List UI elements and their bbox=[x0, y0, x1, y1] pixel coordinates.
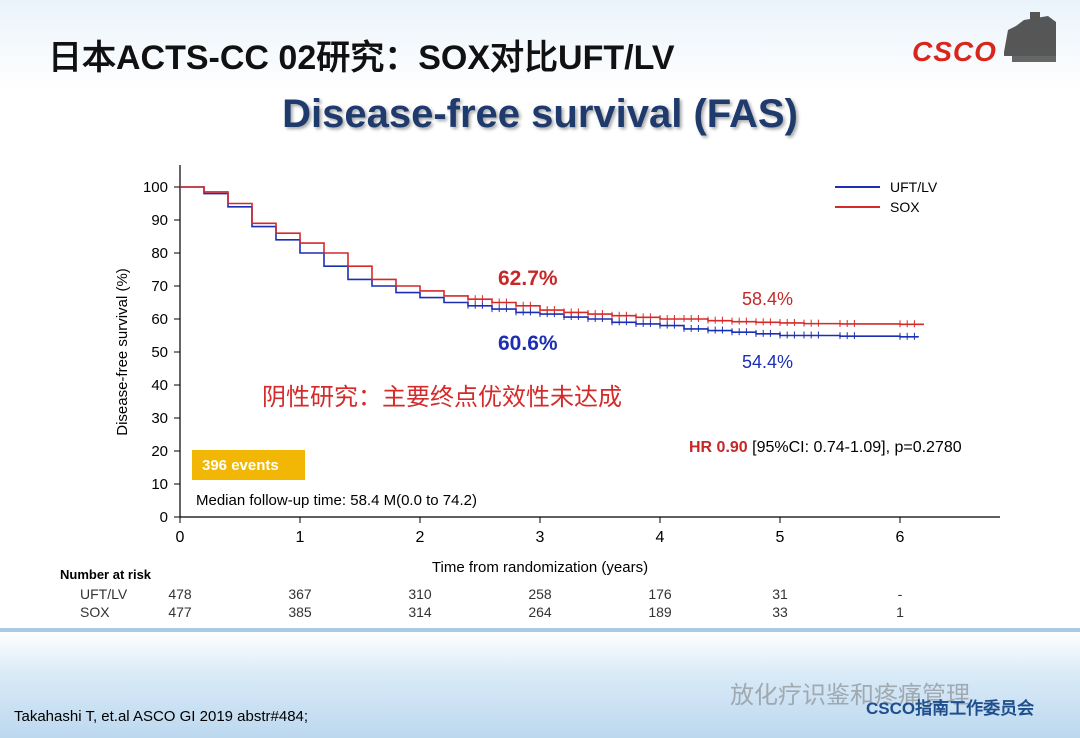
y-tick-label: 20 bbox=[151, 443, 168, 460]
annotation-hr-value: HR 0.90 bbox=[689, 439, 748, 456]
y-tick-label: 70 bbox=[151, 278, 168, 295]
y-tick-label: 40 bbox=[151, 377, 168, 394]
risk-cell: 477 bbox=[168, 604, 192, 620]
risk-cell: 1 bbox=[896, 604, 904, 620]
x-tick-label: 2 bbox=[416, 529, 425, 546]
chart-title: Disease-free survival (FAS) bbox=[282, 92, 798, 136]
y-tick-label: 10 bbox=[151, 476, 168, 493]
risk-cell: - bbox=[897, 586, 903, 602]
y-tick-label: 90 bbox=[151, 212, 168, 229]
x-tick-label: 4 bbox=[656, 529, 665, 546]
legend-label: SOX bbox=[890, 199, 920, 215]
risk-cell: 314 bbox=[408, 604, 432, 620]
annotation-median-followup: Median follow-up time: 58.4 M(0.0 to 74.… bbox=[196, 492, 477, 509]
x-tick-label: 6 bbox=[896, 529, 905, 546]
watermark-text: 放化疗识鉴和疼痛管理 bbox=[730, 682, 970, 709]
risk-cell: 264 bbox=[528, 604, 552, 620]
y-tick-label: 80 bbox=[151, 245, 168, 262]
risk-cell: 367 bbox=[288, 586, 312, 602]
risk-cell: 478 bbox=[168, 586, 192, 602]
y-tick-label: 60 bbox=[151, 311, 168, 328]
footer-background bbox=[0, 632, 1080, 738]
risk-cell: 31 bbox=[772, 586, 788, 602]
axes: 0 10 20 30 40 50 60 70 80 90 100 0 1 2 3 4 5 6 Time from r… bbox=[114, 165, 1000, 576]
risk-cell: 258 bbox=[528, 586, 552, 602]
annotation-hr-detail: [95%CI: 0.74-1.09], p=0.2780 bbox=[748, 439, 962, 456]
y-tick-label: 0 bbox=[160, 509, 168, 526]
y-tick-label: 30 bbox=[151, 410, 168, 427]
reference-text: Takahashi T, et.al ASCO GI 2019 abstr#48… bbox=[14, 708, 309, 725]
annotation-sox-5y: 58.4% bbox=[742, 289, 793, 309]
logo-text: CSCO bbox=[912, 36, 997, 67]
series-line-sox bbox=[180, 186, 924, 326]
x-axis-label: Time from randomization (years) bbox=[432, 559, 648, 576]
csco-logo: CSCO bbox=[912, 12, 1062, 72]
x-tick-label: 5 bbox=[776, 529, 785, 546]
y-tick-label: 100 bbox=[143, 179, 168, 196]
x-tick-label: 1 bbox=[296, 529, 305, 546]
risk-cell: 176 bbox=[648, 586, 672, 602]
annotation-uft-3y: 60.6% bbox=[498, 332, 558, 355]
y-axis-label: Disease-free survival (%) bbox=[114, 268, 131, 436]
footer-divider bbox=[0, 628, 1080, 632]
annotation-hr: HR 0.90 [95%CI: 0.74-1.09], p=0.2780 bbox=[689, 439, 962, 456]
risk-cell: 310 bbox=[408, 586, 432, 602]
series-line-uftlv bbox=[180, 186, 919, 338]
great-wall-icon bbox=[1004, 12, 1056, 62]
annotations: 62.7% 60.6% 58.4% 54.4% 阴性研究：主要终点优效性未达成 HR 0.… bbox=[192, 267, 962, 509]
legend-label: UFT/LV bbox=[890, 179, 938, 195]
risk-cell: 385 bbox=[288, 604, 312, 620]
org-text: CSCO指南工作委员会 bbox=[866, 699, 1035, 718]
x-tick-label: 0 bbox=[176, 529, 185, 546]
risk-cell: 33 bbox=[772, 604, 788, 620]
risk-row-label: UFT/LV bbox=[80, 586, 128, 602]
annotation-sox-3y: 62.7% bbox=[498, 267, 558, 290]
annotation-negative-study: 阴性研究：主要终点优效性未达成 bbox=[262, 384, 622, 411]
number-at-risk-title: Number at risk bbox=[60, 567, 152, 582]
series-layer bbox=[180, 186, 924, 340]
x-tick-label: 3 bbox=[536, 529, 545, 546]
header-background bbox=[0, 0, 1080, 90]
annotation-uft-5y: 54.4% bbox=[742, 352, 793, 372]
risk-row-label: SOX bbox=[80, 604, 110, 620]
risk-cell: 189 bbox=[648, 604, 672, 620]
y-tick-label: 50 bbox=[151, 344, 168, 361]
km-chart: 0 10 20 30 40 50 60 70 80 90 100 0 1 2 3 4 5 6 Time from r… bbox=[114, 165, 1000, 576]
events-label: 396 events bbox=[202, 457, 279, 474]
legend: UFT/LV SOX bbox=[835, 179, 938, 215]
slide-title: 日本ACTS-CC 02研究：SOX对比UFT/LV bbox=[48, 39, 675, 77]
events-badge bbox=[192, 450, 305, 480]
